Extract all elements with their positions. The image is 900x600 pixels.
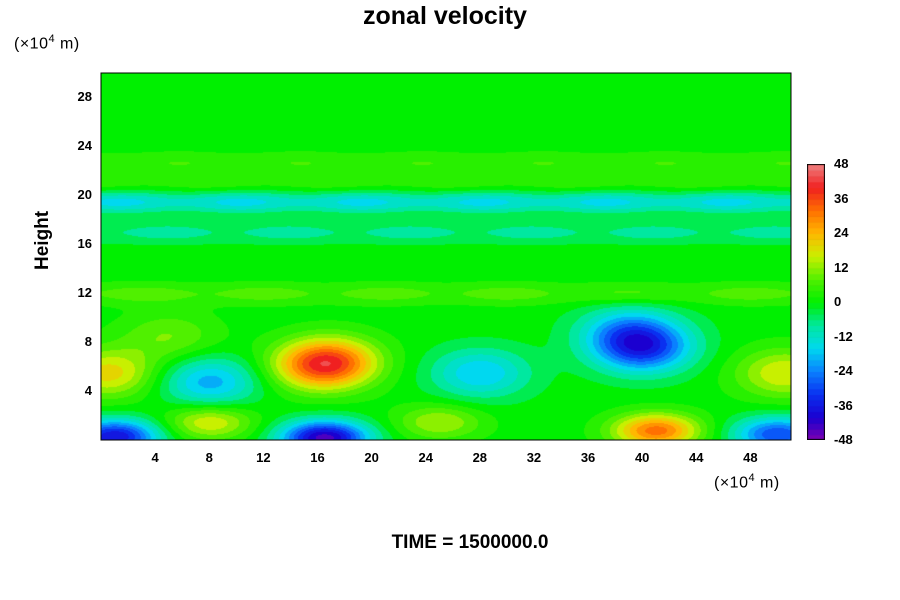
y-tick-label: 4 bbox=[84, 383, 92, 399]
x-axis-unit: (×104 m) bbox=[714, 472, 780, 492]
time-label: TIME = 1500000.0 bbox=[391, 532, 549, 553]
x-tick-label: 20 bbox=[364, 450, 379, 465]
colorbar-tick-label: 24 bbox=[834, 225, 849, 240]
y-tick-label: 12 bbox=[77, 285, 92, 301]
x-tick-label: 28 bbox=[472, 450, 488, 465]
x-tick-label: 40 bbox=[634, 450, 650, 465]
y-tick-label: 8 bbox=[84, 334, 92, 350]
y-tick-label: 24 bbox=[77, 138, 92, 154]
heatmap-field bbox=[101, 73, 791, 440]
y-tick-label: 16 bbox=[77, 236, 92, 252]
plot-frame bbox=[100, 72, 792, 441]
x-tick-label: 44 bbox=[689, 450, 704, 465]
colorbar-tick-label: -48 bbox=[834, 432, 853, 447]
colorbar-tick-label: -12 bbox=[834, 328, 853, 344]
x-tick-label: 12 bbox=[256, 450, 271, 465]
x-tick-label: 32 bbox=[526, 450, 542, 465]
colorbar bbox=[807, 164, 825, 440]
x-tick-label: 48 bbox=[743, 450, 758, 465]
colorbar-tick-label: -24 bbox=[834, 363, 853, 378]
chart-title: zonal velocity bbox=[363, 2, 527, 30]
y-axis-unit: (×104 m) bbox=[14, 33, 80, 53]
x-tick-label: 24 bbox=[418, 450, 433, 465]
x-tick-label: 36 bbox=[580, 450, 596, 465]
x-tick-label: 4 bbox=[151, 450, 159, 465]
y-tick-label: 28 bbox=[77, 89, 92, 105]
x-tick-label: 16 bbox=[310, 450, 325, 465]
colorbar-tick-label: 48 bbox=[834, 156, 849, 171]
x-tick-label: 8 bbox=[205, 450, 213, 465]
y-tick-label: 20 bbox=[77, 187, 92, 203]
colorbar-tick-label: -36 bbox=[834, 397, 853, 413]
colorbar-tick-label: 36 bbox=[834, 190, 849, 206]
colorbar-tick-label: 12 bbox=[834, 259, 849, 275]
colorbar-tick-label: 0 bbox=[834, 294, 842, 309]
